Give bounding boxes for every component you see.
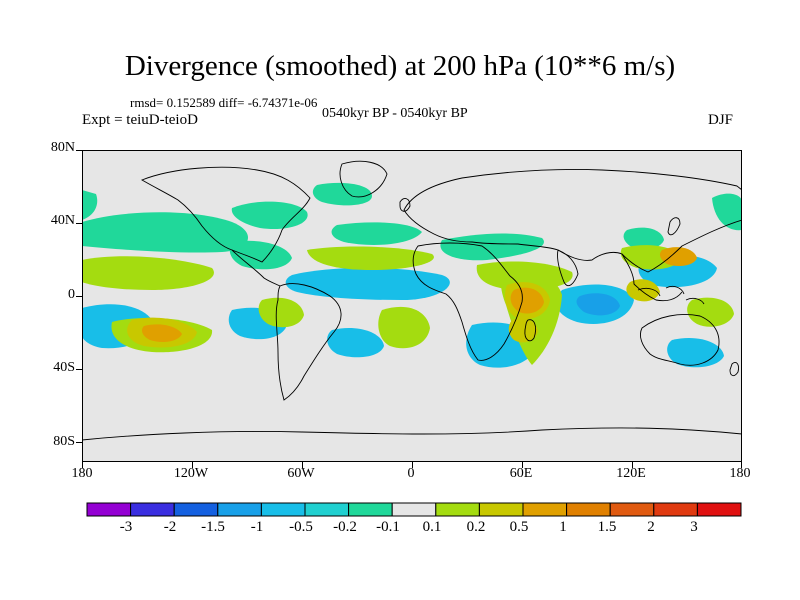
colorbar-box — [435, 502, 480, 517]
lon-label-60w: 60W — [287, 466, 315, 481]
lon-label-120w: 120W — [173, 466, 209, 481]
colorbar-label: 1.5 — [597, 519, 617, 535]
colorbar-label: -1 — [250, 519, 264, 535]
coast-north-america — [140, 166, 311, 263]
colorbar-label: 0.5 — [509, 519, 529, 535]
contour-yellowgreen — [82, 256, 214, 290]
tick-80n — [76, 150, 82, 151]
plot-title: Divergence (smoothed) at 200 hPa (10**6 … — [124, 50, 676, 82]
coast-southeast-asia — [621, 253, 683, 302]
contour-yellowgreen — [687, 297, 734, 327]
tick-eq — [76, 296, 82, 297]
colorbar-label: 1 — [559, 519, 567, 535]
tick-40s — [76, 369, 82, 370]
colorbar-box — [130, 502, 175, 517]
lat-label-eq: 0 — [68, 287, 75, 302]
tick-lon-180w — [82, 462, 83, 468]
lat-label-40n: 40N — [50, 213, 75, 228]
contour-cyan — [576, 293, 620, 316]
colorbar-box — [566, 502, 611, 517]
lon-label-0: 0 — [407, 466, 415, 481]
colorbar-box — [522, 502, 568, 517]
contour-orange — [659, 247, 697, 266]
coast-central-america — [231, 249, 281, 287]
colorbar-box — [478, 502, 524, 517]
contour-green — [331, 222, 422, 245]
colorbar — [86, 502, 742, 517]
lon-label-180w: 180 — [71, 466, 93, 481]
colorbar-label: -0.5 — [289, 519, 313, 535]
colorbar-box — [173, 502, 219, 517]
coast-australia — [639, 314, 720, 366]
contour-green — [440, 233, 544, 261]
colorbar-box — [86, 502, 132, 517]
colorbar-label: 2 — [647, 519, 655, 535]
colorbar-label: -0.1 — [376, 519, 400, 535]
contour-orange — [510, 287, 544, 314]
colorbar-box — [391, 502, 437, 517]
coast-greenland — [339, 160, 388, 198]
coast-africa — [412, 242, 523, 361]
experiment-label: Expt = teiuD-teioD — [82, 112, 198, 128]
contour-green — [312, 182, 372, 206]
season-label: DJF — [708, 112, 734, 128]
lon-label-180e: 180 — [729, 466, 751, 481]
tick-lon-180e — [741, 462, 742, 468]
contour-green — [82, 212, 249, 253]
tick-40n — [76, 223, 82, 224]
coast-south-america — [275, 283, 342, 401]
colorbar-label: -2 — [163, 519, 177, 535]
map-background — [82, 150, 742, 462]
tick-lon-60w — [302, 462, 303, 468]
colorbar-label: 3 — [690, 519, 698, 535]
lat-label-80s: 80S — [53, 434, 75, 449]
coastlines — [82, 160, 742, 441]
lon-label-120e: 120E — [616, 466, 646, 481]
tick-lon-120e — [632, 462, 633, 468]
lat-label-40s: 40S — [53, 360, 75, 375]
colorbar-box — [609, 502, 655, 517]
contour-yellowgreen — [307, 246, 434, 270]
coast-british-isles — [399, 198, 411, 212]
contour-green — [623, 227, 664, 250]
period-label: 0540kyr BP - 0540kyr BP — [322, 106, 468, 121]
colorbar-box — [304, 502, 350, 517]
coast-indonesia — [637, 285, 705, 305]
lat-label-80n: 80N — [50, 140, 75, 155]
coast-madagascar — [524, 319, 537, 342]
colorbar-box — [696, 502, 742, 517]
contour-cyan — [285, 267, 450, 300]
coast-india — [557, 249, 579, 287]
contour-olive — [508, 318, 538, 343]
tick-lon-120w — [192, 462, 193, 468]
contour-green — [82, 190, 98, 220]
colorbar-box — [217, 502, 262, 517]
coast-japan — [667, 217, 681, 236]
coast-new-zealand — [729, 361, 739, 377]
tick-lon-0 — [412, 462, 413, 468]
coast-antarctica — [82, 427, 742, 441]
colorbar-label: -3 — [119, 519, 133, 535]
contour-yellowgreen — [378, 306, 430, 349]
colorbar-label: 0.2 — [466, 519, 486, 535]
colorbar-label: -1.5 — [201, 519, 225, 535]
divergence-map — [82, 150, 742, 462]
lon-label-60e: 60E — [509, 466, 533, 481]
colorbar-label: 0.1 — [422, 519, 442, 535]
tick-lon-60e — [522, 462, 523, 468]
coast-eurasia — [403, 169, 742, 273]
colorbar-box — [653, 502, 698, 517]
contour-yellowgreen — [258, 297, 304, 328]
contour-orange — [142, 324, 182, 342]
colorbar-box — [348, 502, 393, 517]
contour-green — [712, 193, 742, 231]
colorbar-box — [260, 502, 306, 517]
contour-cyan — [327, 327, 384, 358]
stats-label: rmsd= 0.152589 diff= -6.74371e-06 — [130, 95, 318, 110]
colorbar-label: -0.2 — [333, 519, 357, 535]
tick-80s — [76, 442, 82, 443]
map-frame — [82, 150, 742, 462]
